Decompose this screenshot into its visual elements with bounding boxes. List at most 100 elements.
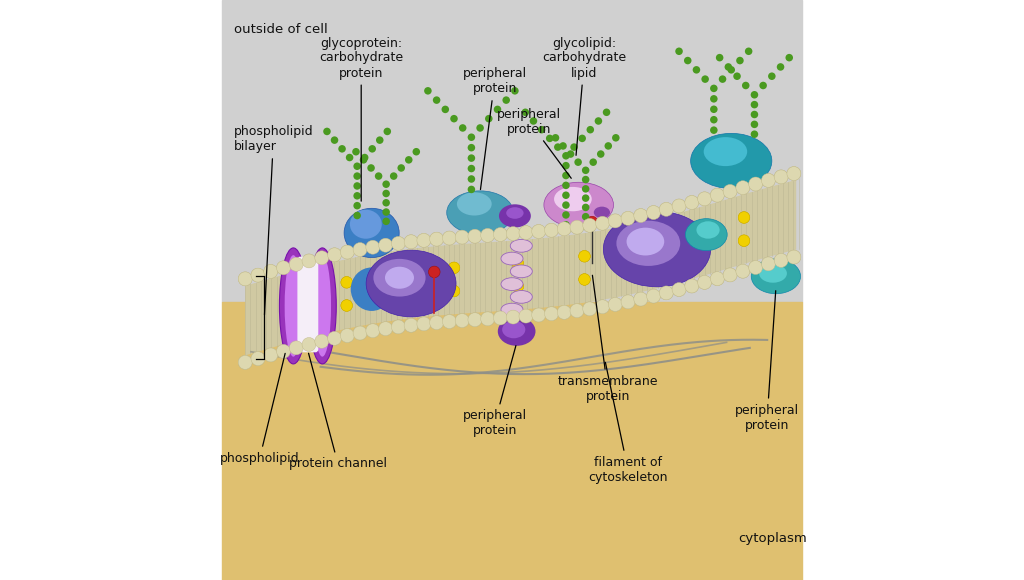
Circle shape [774,253,788,267]
Ellipse shape [554,187,592,211]
Ellipse shape [501,278,523,291]
Ellipse shape [446,191,513,234]
Circle shape [366,324,380,338]
Text: protein channel: protein channel [289,353,387,470]
Circle shape [596,300,609,314]
Circle shape [340,245,354,259]
Circle shape [468,175,475,183]
Circle shape [399,290,411,302]
Circle shape [774,170,788,184]
Circle shape [290,341,303,355]
Circle shape [570,304,584,318]
Circle shape [685,279,698,293]
Circle shape [583,218,597,232]
Ellipse shape [457,193,492,216]
Circle shape [646,205,660,219]
Circle shape [382,180,390,188]
Circle shape [612,134,620,142]
Circle shape [404,235,418,249]
Circle shape [711,188,724,202]
Circle shape [603,108,610,116]
Circle shape [512,258,523,269]
Circle shape [314,334,329,348]
Circle shape [519,309,532,323]
Bar [222,302,802,580]
Ellipse shape [344,208,399,258]
Circle shape [634,240,645,252]
Text: peripheral
protein: peripheral protein [463,346,526,437]
Circle shape [360,154,369,161]
Circle shape [597,150,604,158]
Circle shape [774,170,788,184]
Ellipse shape [616,220,680,266]
Circle shape [659,202,673,216]
Circle shape [442,231,457,245]
Circle shape [430,232,443,246]
Circle shape [570,143,578,151]
Circle shape [736,264,750,278]
Circle shape [749,177,763,191]
Circle shape [579,251,590,262]
Circle shape [738,235,750,246]
Circle shape [399,267,411,278]
Circle shape [785,54,793,61]
Text: peripheral
protein: peripheral protein [463,67,526,190]
Circle shape [751,91,758,99]
Circle shape [290,341,303,355]
Ellipse shape [506,207,523,219]
Circle shape [340,245,354,259]
Circle shape [449,262,460,274]
Text: peripheral
protein: peripheral protein [735,291,800,432]
Circle shape [239,272,252,286]
Circle shape [768,72,775,80]
Circle shape [328,331,341,345]
Circle shape [634,209,648,223]
Circle shape [659,202,673,216]
Circle shape [562,211,569,219]
Circle shape [302,338,316,351]
Circle shape [404,156,413,164]
Circle shape [424,87,432,95]
Circle shape [503,96,510,104]
Circle shape [710,126,718,134]
Ellipse shape [510,265,532,278]
Circle shape [562,201,569,209]
Circle shape [239,356,252,369]
Circle shape [338,145,346,153]
Circle shape [302,338,316,351]
Circle shape [751,121,758,128]
Circle shape [379,238,392,252]
Circle shape [341,300,352,311]
Circle shape [353,326,367,340]
Circle shape [390,172,397,180]
Circle shape [519,226,532,240]
Circle shape [295,311,306,322]
Circle shape [723,268,737,282]
Circle shape [582,176,590,183]
Circle shape [579,251,590,262]
Circle shape [751,130,758,138]
Circle shape [290,258,303,271]
Circle shape [621,295,635,309]
Circle shape [554,143,561,151]
Circle shape [428,266,440,278]
Circle shape [531,224,546,238]
Circle shape [404,318,418,332]
Circle shape [736,57,743,64]
Circle shape [295,288,306,299]
Circle shape [251,268,265,282]
Text: glycoprotein:
carbohydrate
protein: glycoprotein: carbohydrate protein [319,37,403,201]
Circle shape [353,162,360,170]
Circle shape [302,254,316,268]
Circle shape [251,351,265,365]
Circle shape [506,227,520,241]
Circle shape [399,290,411,302]
Circle shape [716,54,723,61]
Circle shape [468,313,482,327]
Circle shape [562,191,569,199]
Circle shape [264,264,278,278]
Circle shape [583,302,597,316]
Ellipse shape [690,133,772,188]
Text: glycolipid:
carbohydrate
lipid: glycolipid: carbohydrate lipid [543,37,627,155]
Circle shape [596,216,609,230]
